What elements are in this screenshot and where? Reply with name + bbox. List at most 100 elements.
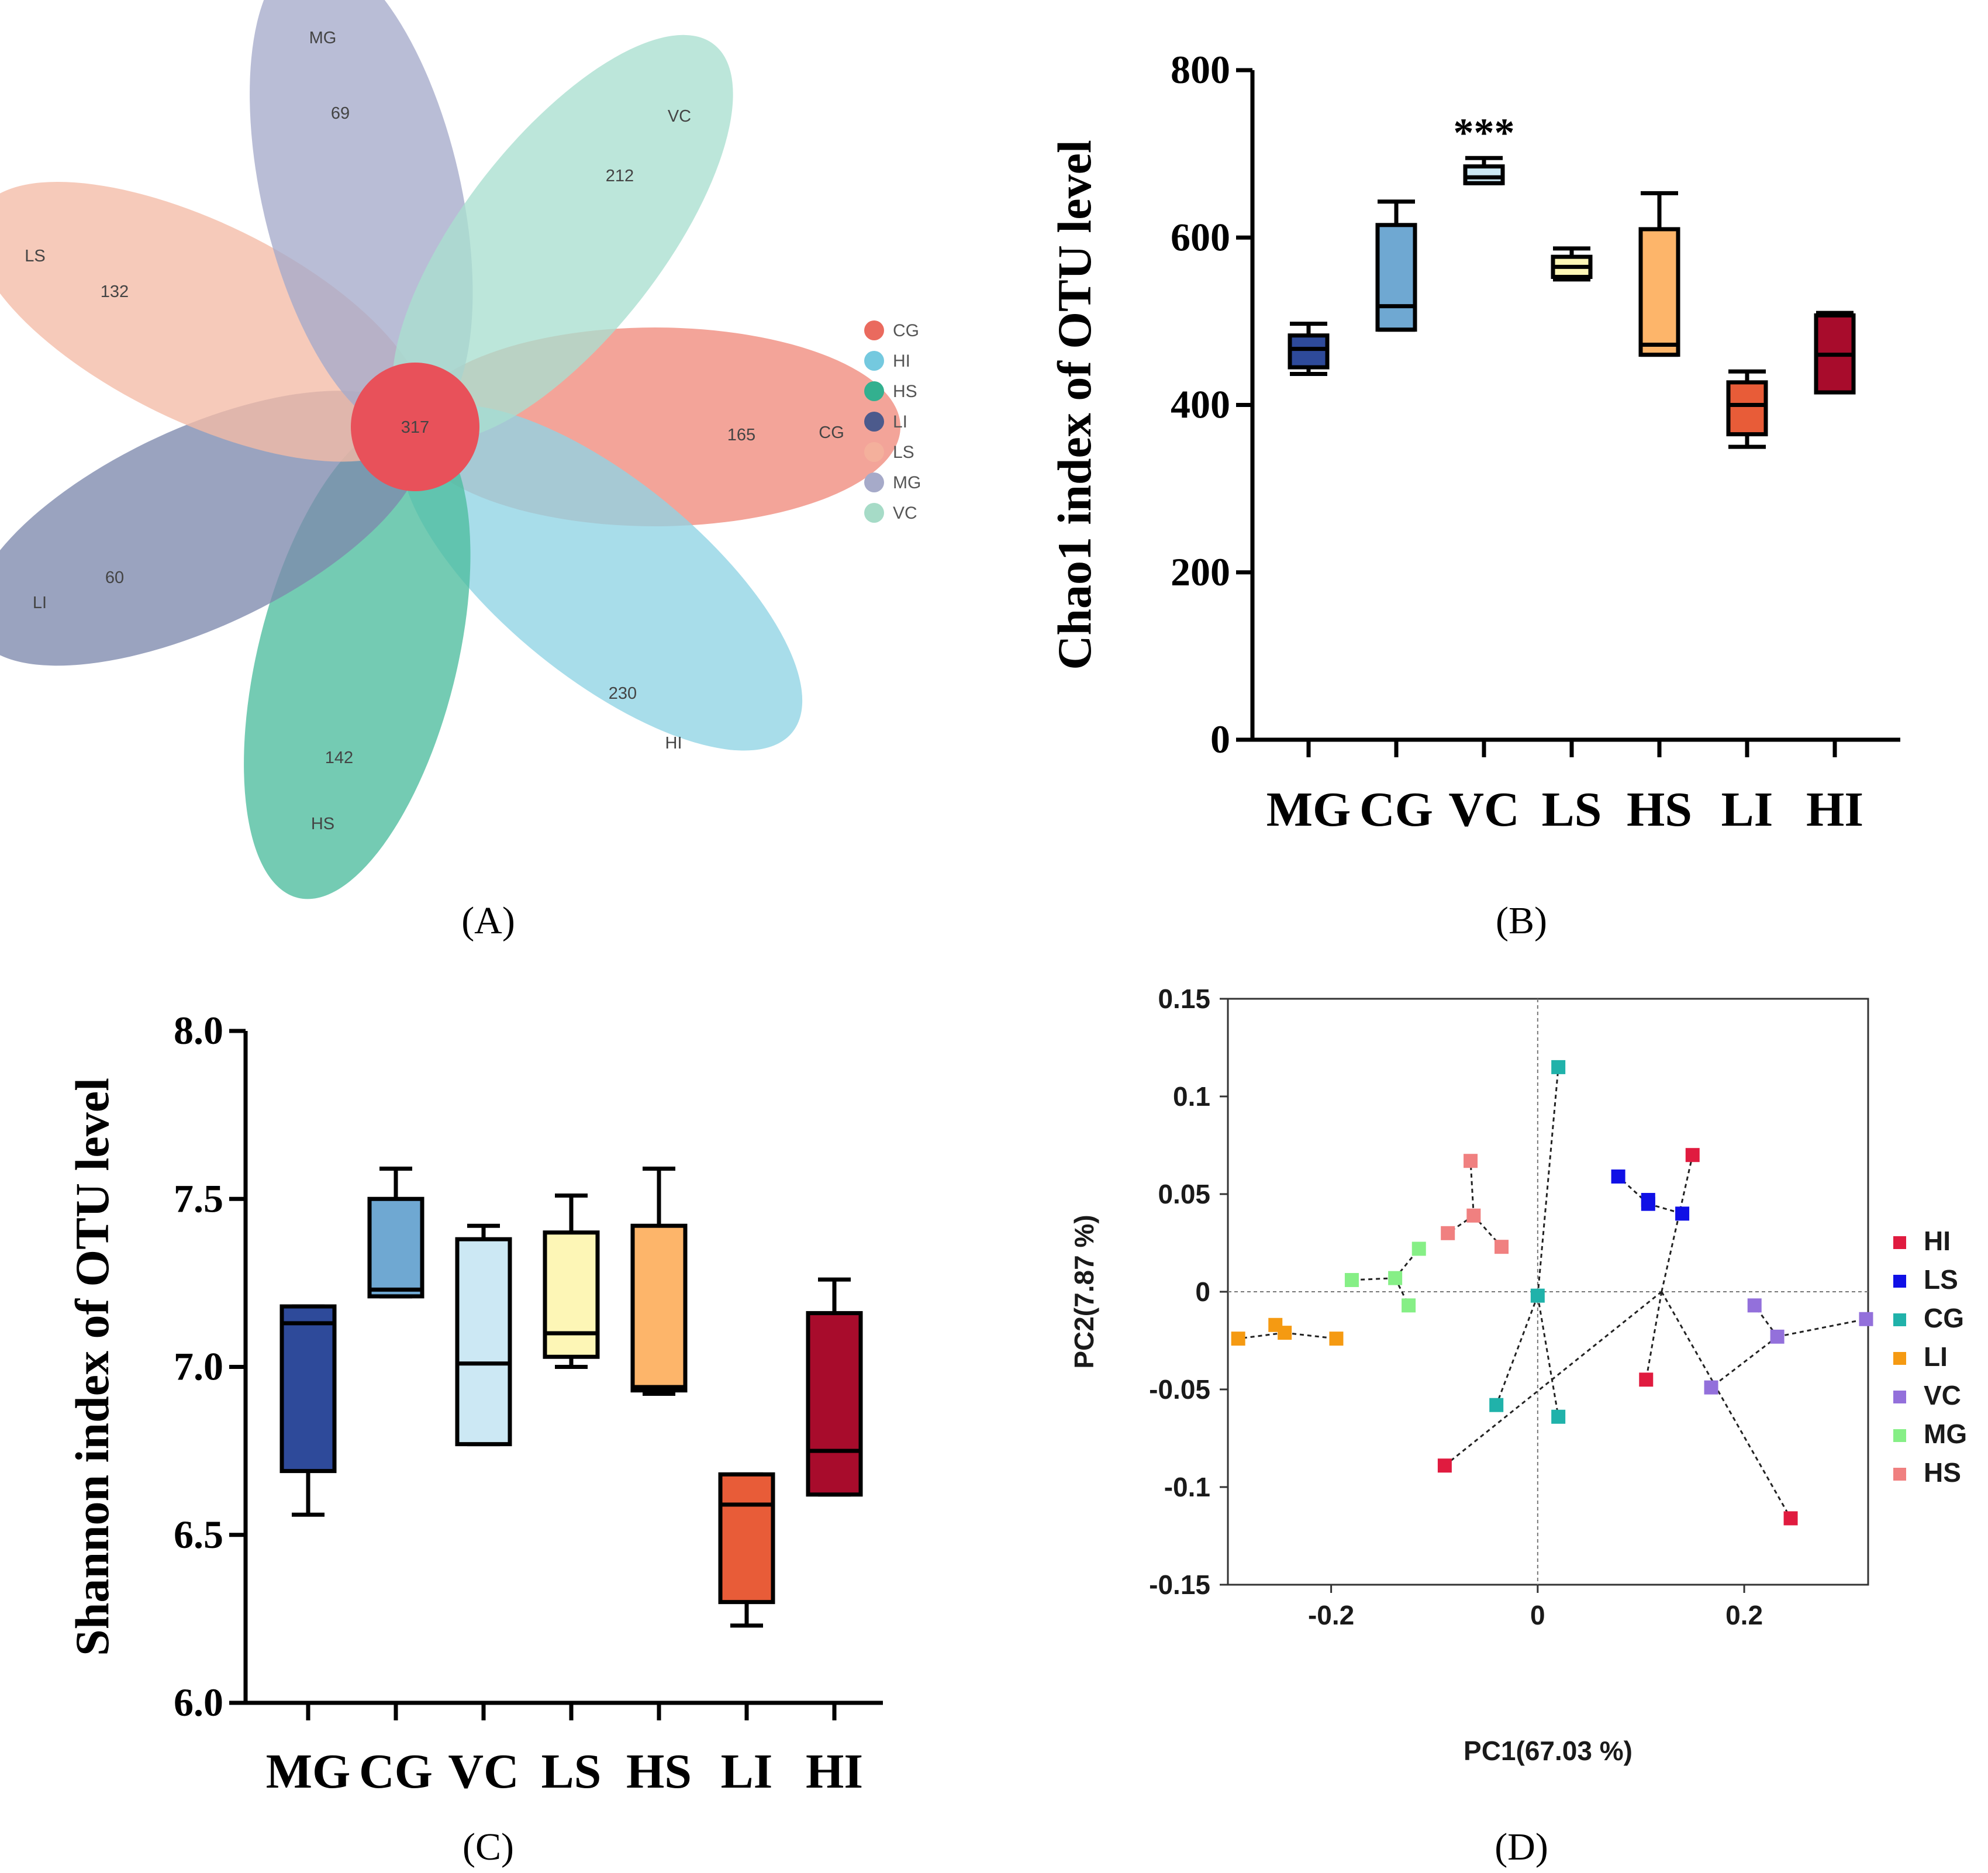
y-axis-label: Chao1 index of OTU level [1048,140,1101,670]
box-ls [543,1230,600,1359]
y-axis-label: Shannon index of OTU level [65,1078,119,1656]
legend-label-vc: VC [893,503,917,523]
venn-value-hs: 142 [325,748,353,767]
box-vc [1463,164,1505,185]
spider-line-hs [1469,1161,1475,1216]
y-tick-label: 6.0 [174,1680,223,1724]
spider-line-hi [1661,1154,1694,1292]
y-tick-label: 7.0 [174,1344,223,1389]
point-ls [1641,1196,1655,1211]
point-hs [1495,1240,1509,1254]
legend-dot-cg [864,320,884,340]
x-tick-label-hi: HI [1806,782,1863,837]
y-tick-label: 0 [1195,1277,1210,1307]
significance-annotation: *** [1454,111,1515,156]
y-tick-label: 200 [1171,550,1230,594]
y-tick-label: 0.1 [1173,1081,1210,1112]
y-tick-label: 400 [1171,382,1230,427]
legend-marker-mg [1893,1429,1906,1442]
legend-marker-li [1893,1352,1906,1365]
point-hi [1783,1511,1798,1526]
point-hi [1639,1372,1654,1387]
legend-label-ls: LS [893,443,914,462]
legend-label-hs: HS [893,382,917,401]
x-tick-label-vc: VC [448,1744,519,1799]
legend-label-mg: MG [893,473,921,492]
x-tick-label-mg: MG [266,1744,351,1799]
legend-label-li: LI [893,412,907,432]
spider-line-hi [1661,1291,1792,1519]
x-tick-label: -0.2 [1308,1600,1354,1630]
legend-label-hi: HI [893,351,910,371]
legend-dot-hi [864,351,884,371]
box-li [1726,380,1768,437]
pcoa-scatter-plot: -0.2 0 0.2 0.15 0.1 0.05 0 -0.05 -0.1 -0.15 PC1(67… [1069,984,1967,1766]
point-mg [1388,1271,1403,1285]
venn-name-ls: LS [25,247,45,265]
panel-label-d: (D) [1495,1826,1548,1868]
venn-legend: CG HI HS LI LS MG VC [864,320,921,523]
box-hs [630,1223,688,1393]
point-li [1231,1332,1245,1346]
legend-marker-cg [1893,1313,1906,1326]
point-cg [1551,1060,1566,1074]
x-tick-label-hs: HS [1627,782,1692,837]
venn-petals [0,0,900,899]
x-tick-label-cg: CG [1359,782,1433,837]
x-axis-label: PC1(67.03 %) [1464,1736,1632,1766]
x-tick-label-li: LI [1721,782,1773,837]
venn-value-vc: 212 [606,167,634,185]
x-tick-label-vc: VC [1448,782,1519,837]
x-tick-label-hs: HS [626,1744,692,1799]
spider-line-vc [1710,1336,1778,1388]
x-tick-label-ls: LS [1542,782,1602,837]
spider-line-cg [1495,1295,1539,1406]
box-hi [806,1311,863,1497]
box-cg [1375,223,1417,332]
legend-marker-ls [1893,1275,1906,1288]
y-tick-label: 0.15 [1158,984,1210,1014]
point-cg [1551,1409,1566,1424]
point-hs [1464,1154,1478,1168]
box-hs [1638,227,1680,357]
point-cg [1530,1288,1545,1303]
legend-label-mg: MG [1924,1419,1967,1449]
venn-petal-vc [392,35,733,441]
y-tick-label: 0 [1210,717,1230,761]
legend-dot-mg [864,472,884,492]
x-tick-label: 0 [1530,1600,1545,1630]
venn-name-hi: HI [665,734,682,753]
venn-value-cg: 165 [727,426,755,444]
spider-line-hi [1444,1291,1662,1467]
x-tick-label-mg: MG [1266,782,1351,837]
point-vc [1770,1329,1785,1344]
x-tick-label-li: LI [721,1744,773,1799]
spider-line-vc [1777,1318,1866,1338]
legend-label-ls: LS [1924,1264,1958,1295]
legend-label-cg: CG [1924,1303,1964,1333]
chao1-box-plot: 0 200 400 600 800 Chao1 index of OTU level MG C… [1048,47,1900,837]
box-mg [1288,333,1330,370]
point-cg [1489,1398,1504,1412]
venn-petal-names: CG HI HS LI LS MG VC [25,29,844,833]
legend-marker-hi [1893,1236,1906,1249]
y-tick-label: 8.0 [174,1008,223,1053]
x-tick-label-ls: LS [541,1744,602,1799]
venn-value-hi: 230 [609,684,637,703]
x-tick-label-hi: HI [806,1744,863,1799]
legend-label-hs: HS [1924,1457,1961,1488]
venn-name-mg: MG [309,29,337,47]
point-vc [1704,1380,1718,1395]
venn-petal-hi [401,405,803,751]
y-tick-label: 800 [1171,47,1230,92]
venn-name-hs: HS [311,815,334,833]
panel-label-c: (C) [463,1826,514,1868]
y-axis-label: PC2(7.87 %) [1069,1215,1099,1368]
venn-value-mg: 69 [331,104,350,123]
legend-label-li: LI [1924,1341,1948,1372]
y-tick-label: 6.5 [174,1512,223,1557]
legend-dot-li [864,412,884,432]
spider-line-cg [1537,1295,1559,1417]
spider-line-ls [1648,1203,1683,1215]
